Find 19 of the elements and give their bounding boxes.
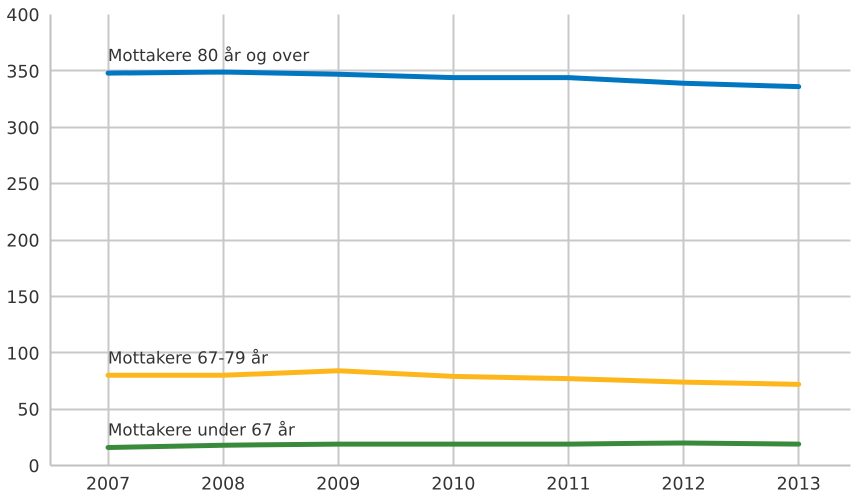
x-tick-label: 2007 — [86, 474, 130, 492]
series-label: Mottakere under 67 år — [108, 420, 295, 440]
x-tick-label: 2008 — [201, 474, 246, 492]
series-label: Mottakere 80 år og over — [108, 46, 310, 66]
x-tick-label: 2010 — [431, 474, 476, 492]
x-tick-label: 2012 — [662, 474, 706, 492]
y-tick-label: 300 — [6, 118, 40, 139]
y-tick-label: 50 — [17, 400, 40, 421]
y-tick-label: 0 — [28, 457, 40, 477]
y-tick-label: 350 — [6, 62, 40, 82]
y-tick-label: 250 — [6, 175, 40, 196]
x-tick-label: 2009 — [316, 474, 360, 492]
y-tick-label: 100 — [6, 344, 40, 364]
x-tick-label: 2011 — [546, 474, 591, 492]
y-tick-label: 400 — [6, 6, 40, 26]
series-label: Mottakere 67-79 år — [108, 348, 268, 368]
x-tick-label: 2013 — [776, 474, 821, 492]
y-tick-label: 150 — [6, 288, 40, 308]
y-tick-label: 200 — [6, 232, 40, 252]
